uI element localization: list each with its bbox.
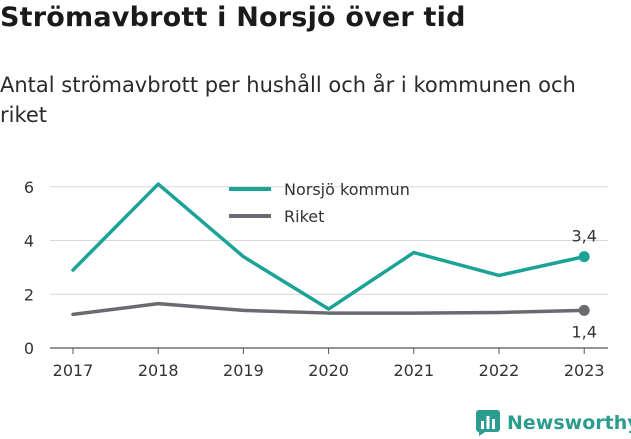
- series-end-label-1: 1,4: [571, 322, 596, 341]
- series-endpoint-0: [578, 251, 590, 263]
- x-tick-label: 2021: [393, 361, 434, 380]
- y-tick-label: 4: [24, 232, 34, 251]
- series-end-label-0: 3,4: [571, 227, 596, 246]
- series-line-1: [71, 301, 586, 317]
- legend-label-0: Norsjö kommun: [284, 180, 410, 199]
- x-tick-label: 2019: [223, 361, 264, 380]
- x-tick-label: 2017: [53, 361, 94, 380]
- legend-label-1: Riket: [284, 207, 324, 226]
- y-tick-label: 6: [24, 178, 34, 197]
- series-line-0: [71, 182, 586, 311]
- x-tick-label: 2018: [138, 361, 179, 380]
- y-tick-label: 0: [24, 339, 34, 358]
- x-tick-label: 2023: [564, 361, 605, 380]
- newsworthy-brand: Newsworthy: [476, 408, 631, 438]
- chart-subtitle: Antal strömavbrott per hushåll och år i …: [0, 73, 576, 127]
- bar-chart-logo-icon: [476, 410, 500, 436]
- brand-name: Newsworthy: [507, 412, 631, 434]
- chart-title: Strömavbrott i Norsjö över tid: [0, 2, 466, 33]
- x-tick-label: 2022: [479, 361, 520, 380]
- y-tick-label: 2: [24, 285, 34, 304]
- series-endpoint-1: [578, 304, 590, 316]
- x-tick-label: 2020: [308, 361, 349, 380]
